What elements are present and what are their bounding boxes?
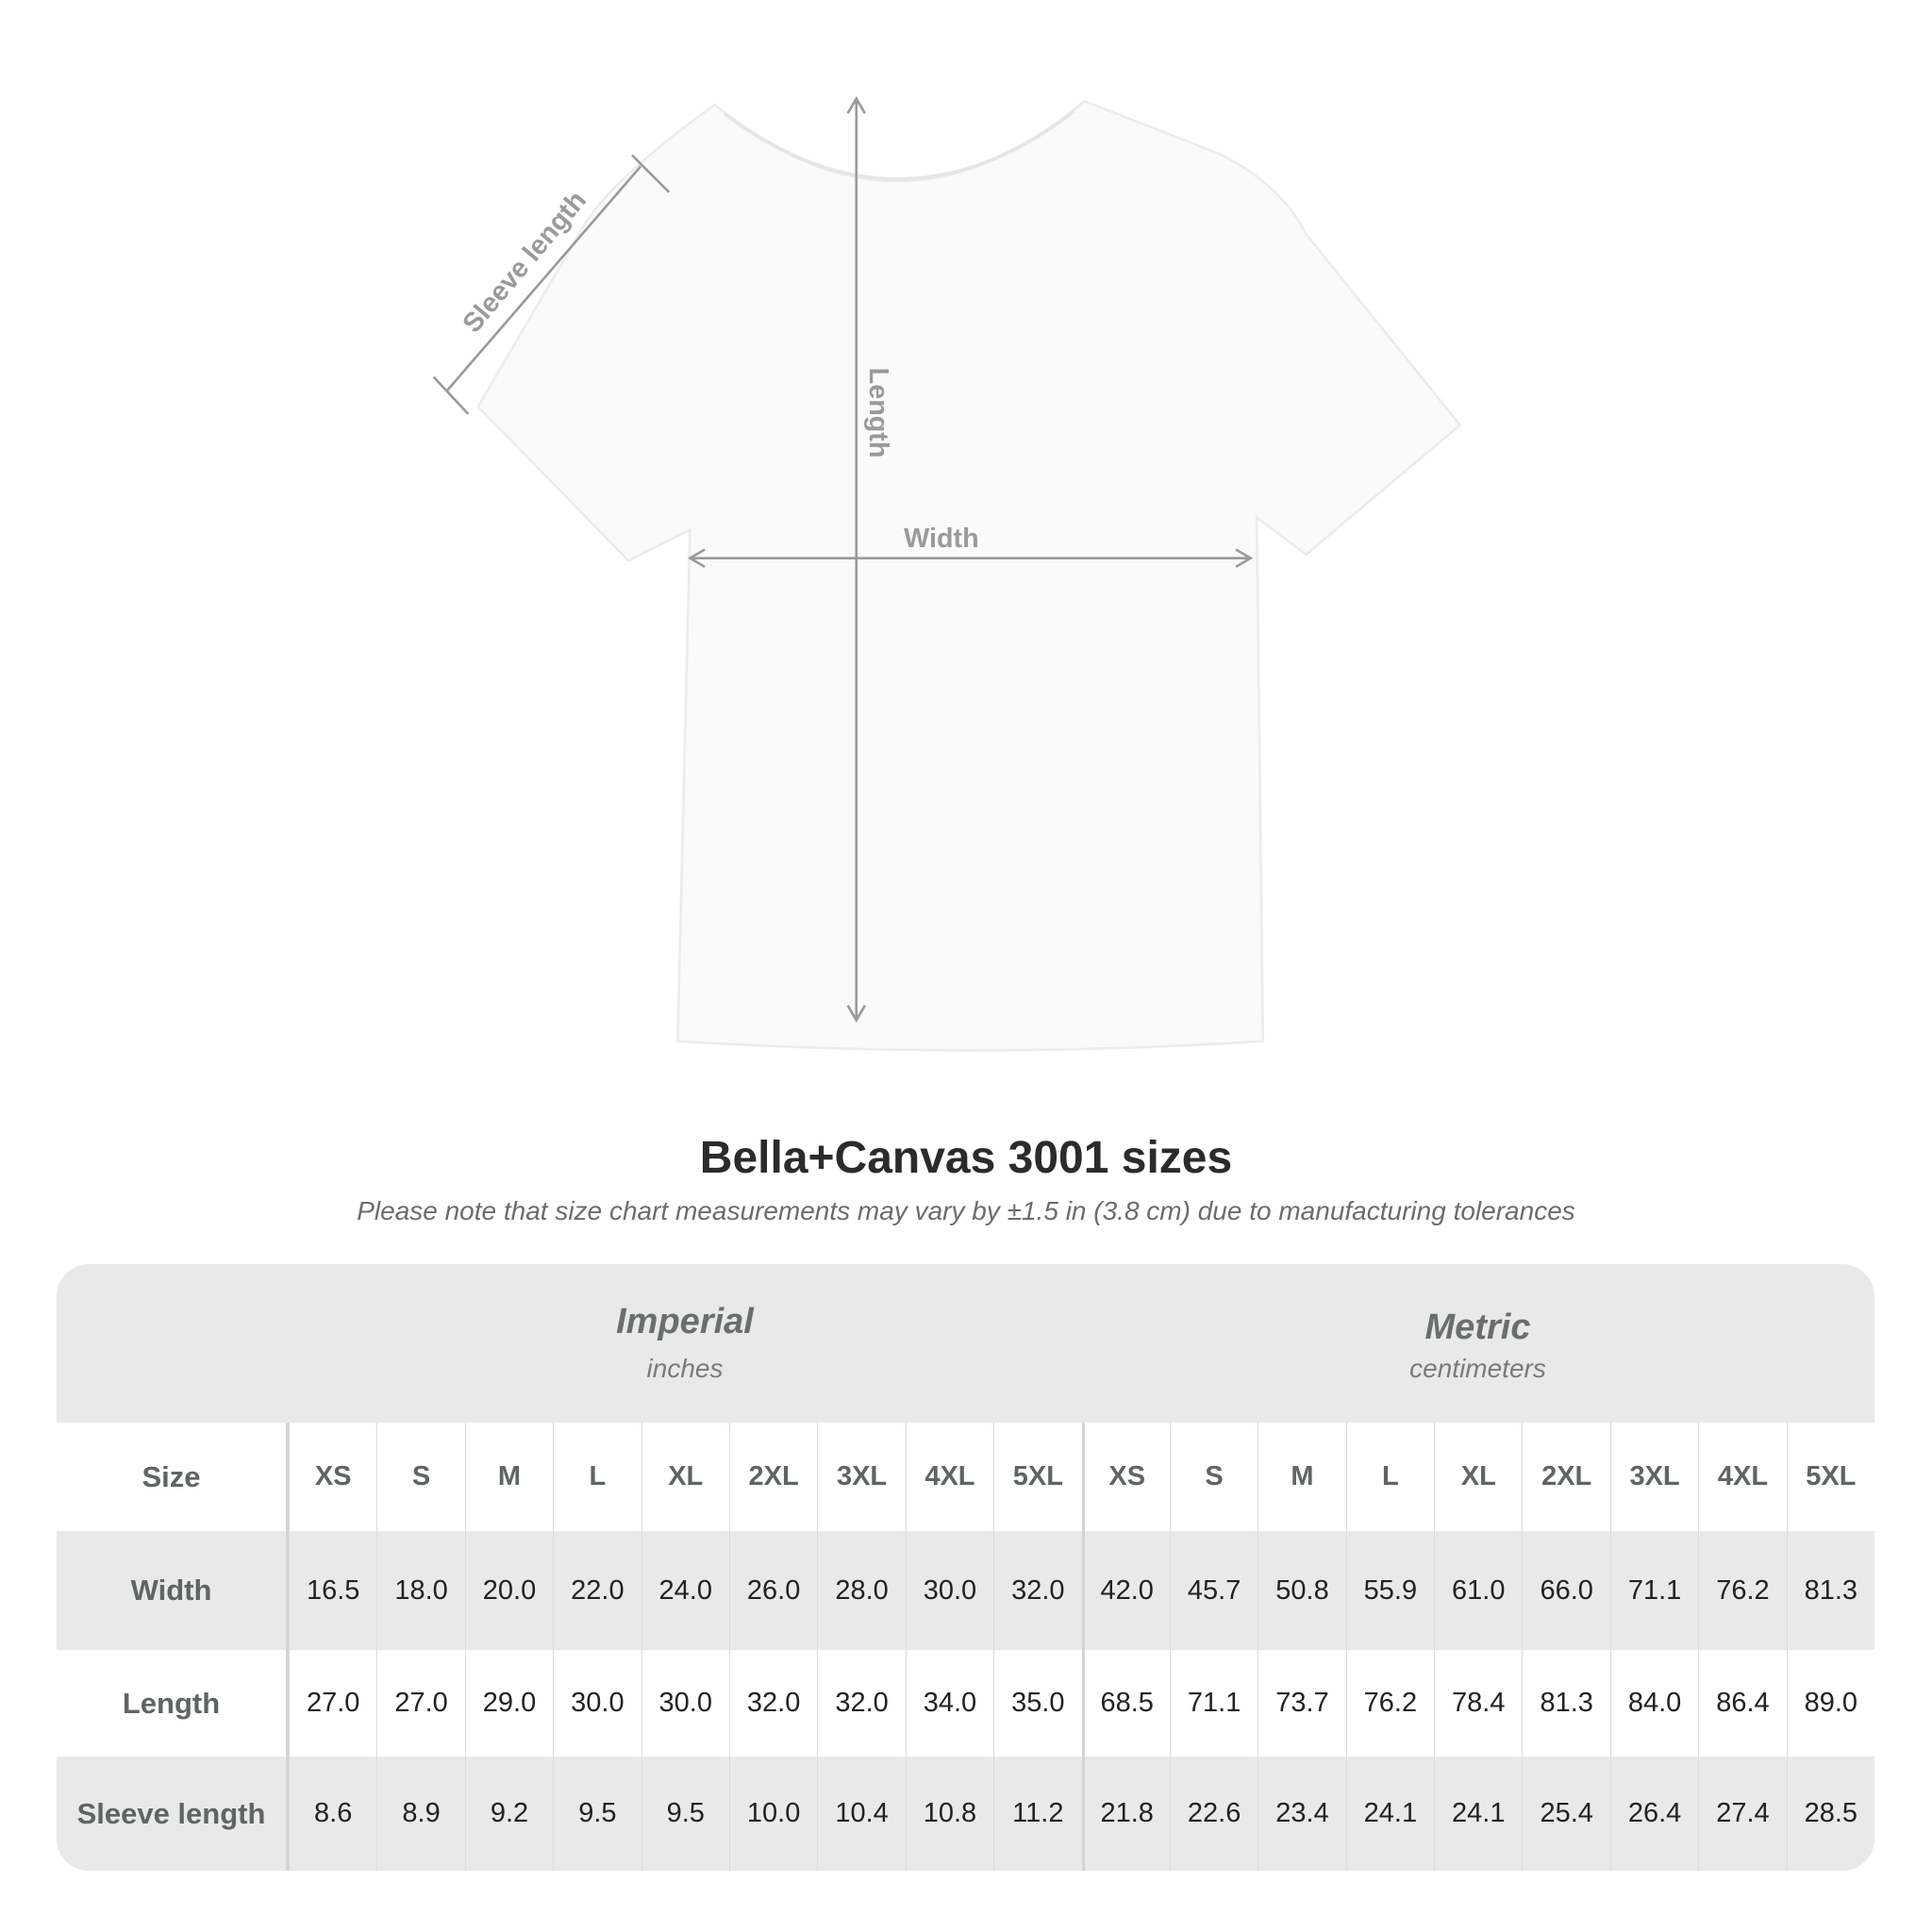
imperial-value-cell: 9.5 bbox=[553, 1757, 641, 1871]
imperial-size-header: 4XL bbox=[905, 1423, 993, 1531]
metric-value-cell: 24.1 bbox=[1434, 1757, 1522, 1871]
imperial-value-cell: 28.0 bbox=[817, 1531, 905, 1650]
metric-size-header: 3XL bbox=[1609, 1423, 1698, 1531]
metric-value-cell: 61.0 bbox=[1434, 1531, 1522, 1650]
size-header-row: Size XS S M L XL 2XL 3XL 4XL 5XL XS S M L XL 2XL 3XL 4XL 5… bbox=[57, 1423, 1874, 1531]
metric-value-cell: 25.4 bbox=[1522, 1757, 1609, 1871]
imperial-size-header: 2XL bbox=[728, 1423, 817, 1531]
metric-value-cell: 78.4 bbox=[1434, 1650, 1522, 1757]
table-row: Length 27.0 27.0 29.0 30.0 30.0 32.0 32.0 34.0 35… bbox=[57, 1650, 1874, 1757]
imperial-value-cell: 27.0 bbox=[376, 1650, 464, 1757]
imperial-value-cell: 8.6 bbox=[289, 1757, 376, 1871]
page-title: Bella+Canvas 3001 sizes bbox=[699, 1133, 1233, 1183]
metric-value-cell: 76.2 bbox=[1698, 1531, 1786, 1650]
metric-value-cell: 76.2 bbox=[1345, 1650, 1434, 1757]
imperial-value-cell: 16.5 bbox=[289, 1531, 376, 1650]
row-label: Width bbox=[57, 1531, 289, 1650]
imperial-value-cell: 30.0 bbox=[553, 1650, 641, 1757]
metric-size-header: S bbox=[1169, 1423, 1257, 1531]
sleeve-line bbox=[444, 165, 642, 393]
size-table: Imperial inches Metric centimeters Size X… bbox=[57, 1264, 1874, 1871]
imperial-value-cell: 30.0 bbox=[905, 1531, 993, 1650]
row-label: Length bbox=[57, 1650, 289, 1757]
imperial-value-cell: 10.0 bbox=[728, 1757, 817, 1871]
metric-value-cell: 24.1 bbox=[1345, 1757, 1434, 1871]
t-shirt-image bbox=[476, 99, 1462, 1052]
metric-value-cell: 86.4 bbox=[1698, 1650, 1786, 1757]
imperial-unit: inches bbox=[646, 1354, 724, 1383]
metric-value-cell: 71.1 bbox=[1609, 1531, 1698, 1650]
metric-size-header: 5XL bbox=[1786, 1423, 1874, 1531]
metric-unit: centimeters bbox=[1409, 1354, 1546, 1383]
metric-value-cell: 50.8 bbox=[1257, 1531, 1345, 1650]
imperial-value-cell: 30.0 bbox=[641, 1650, 729, 1757]
table-row: Width 16.5 18.0 20.0 22.0 24.0 26.0 28.0 30.0 32.… bbox=[57, 1531, 1874, 1650]
imperial-value-cell: 9.2 bbox=[464, 1757, 553, 1871]
metric-size-header: 2XL bbox=[1522, 1423, 1609, 1531]
imperial-size-header: XL bbox=[641, 1423, 729, 1531]
imperial-size-header: XS bbox=[289, 1423, 376, 1531]
metric-heading: Metric bbox=[1424, 1307, 1531, 1347]
metric-size-header: 4XL bbox=[1698, 1423, 1786, 1531]
imperial-size-header: 3XL bbox=[817, 1423, 905, 1531]
imperial-size-header: L bbox=[553, 1423, 641, 1531]
imperial-value-cell: 32.0 bbox=[817, 1650, 905, 1757]
metric-value-cell: 23.4 bbox=[1257, 1757, 1345, 1871]
row-label: Sleeve length bbox=[57, 1757, 289, 1871]
metric-value-cell: 81.3 bbox=[1786, 1531, 1874, 1650]
metric-value-cell: 45.7 bbox=[1169, 1531, 1257, 1650]
metric-value-cell: 66.0 bbox=[1522, 1531, 1609, 1650]
imperial-value-cell: 24.0 bbox=[641, 1531, 729, 1650]
table-row: Sleeve length 8.6 8.9 9.2 9.5 9.5 10.0 10.4 10.8… bbox=[57, 1757, 1874, 1871]
metric-value-cell: 81.3 bbox=[1522, 1650, 1609, 1757]
metric-value-cell: 27.4 bbox=[1698, 1757, 1786, 1871]
metric-value-cell: 28.5 bbox=[1786, 1757, 1874, 1871]
imperial-value-cell: 32.0 bbox=[993, 1531, 1081, 1650]
imperial-value-cell: 8.9 bbox=[376, 1757, 464, 1871]
t-shirt-diagram: Sleeve length Length Width bbox=[432, 95, 1462, 1052]
metric-value-cell: 68.5 bbox=[1081, 1650, 1170, 1757]
metric-value-cell: 42.0 bbox=[1081, 1531, 1170, 1650]
metric-value-cell: 26.4 bbox=[1609, 1757, 1698, 1871]
imperial-heading: Imperial bbox=[616, 1302, 754, 1341]
imperial-size-header: S bbox=[376, 1423, 464, 1531]
imperial-value-cell: 34.0 bbox=[905, 1650, 993, 1757]
imperial-value-cell: 11.2 bbox=[993, 1757, 1081, 1871]
imperial-value-cell: 35.0 bbox=[993, 1650, 1081, 1757]
imperial-value-cell: 26.0 bbox=[728, 1531, 817, 1650]
tolerance-note: Please note that size chart measurements… bbox=[357, 1196, 1575, 1225]
imperial-value-cell: 9.5 bbox=[641, 1757, 729, 1871]
metric-size-header: M bbox=[1257, 1423, 1345, 1531]
imperial-value-cell: 32.0 bbox=[728, 1650, 817, 1757]
metric-value-cell: 21.8 bbox=[1081, 1757, 1170, 1871]
imperial-value-cell: 10.4 bbox=[817, 1757, 905, 1871]
metric-value-cell: 55.9 bbox=[1345, 1531, 1434, 1650]
imperial-header: Imperial inches bbox=[289, 1264, 1081, 1423]
metric-value-cell: 71.1 bbox=[1169, 1650, 1257, 1757]
imperial-value-cell: 29.0 bbox=[464, 1650, 553, 1757]
metric-size-header: XS bbox=[1081, 1423, 1170, 1531]
metric-value-cell: 22.6 bbox=[1169, 1757, 1257, 1871]
metric-value-cell: 89.0 bbox=[1786, 1650, 1874, 1757]
imperial-value-cell: 27.0 bbox=[289, 1650, 376, 1757]
imperial-value-cell: 20.0 bbox=[464, 1531, 553, 1650]
metric-header: Metric centimeters bbox=[1081, 1264, 1874, 1423]
imperial-size-header: 5XL bbox=[993, 1423, 1081, 1531]
metric-value-cell: 73.7 bbox=[1257, 1650, 1345, 1757]
imperial-value-cell: 22.0 bbox=[553, 1531, 641, 1650]
length-label: Length bbox=[863, 368, 893, 458]
metric-size-header: XL bbox=[1434, 1423, 1522, 1531]
imperial-value-cell: 10.8 bbox=[905, 1757, 993, 1871]
imperial-size-header: M bbox=[464, 1423, 553, 1531]
imperial-value-cell: 18.0 bbox=[376, 1531, 464, 1650]
width-label: Width bbox=[904, 524, 978, 554]
metric-size-header: L bbox=[1345, 1423, 1434, 1531]
size-label: Size bbox=[57, 1423, 289, 1531]
metric-value-cell: 84.0 bbox=[1609, 1650, 1698, 1757]
